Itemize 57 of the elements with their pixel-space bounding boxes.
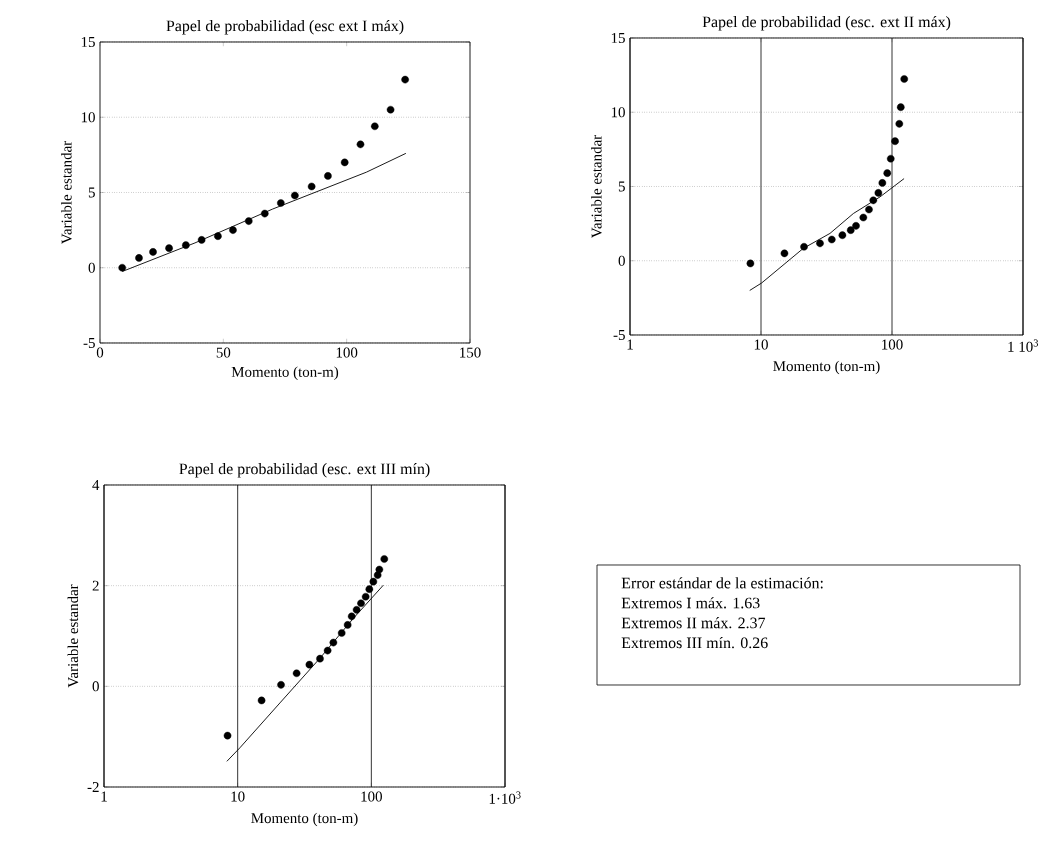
- point: [197, 236, 206, 244]
- point: [244, 217, 253, 225]
- x-tick-label: 1: [101, 791, 107, 802]
- y-tick-label: 0: [88, 262, 95, 273]
- y-axis-title: Variable estandar: [67, 584, 79, 688]
- y-tick-label: 4: [92, 480, 100, 490]
- y-tick-label: 15: [611, 32, 625, 43]
- y-tick-label: 10: [81, 112, 95, 123]
- point: [260, 209, 269, 218]
- point: [229, 226, 237, 234]
- point: [277, 199, 285, 207]
- point: [401, 75, 409, 84]
- x-tick-label: 100: [336, 347, 358, 358]
- point: [324, 172, 332, 180]
- y-tick-label: 5: [88, 187, 95, 198]
- x-tick-label: 10: [231, 791, 245, 802]
- point: [356, 140, 365, 149]
- text: Extremos III mín. 0.26: [621, 636, 768, 649]
- y-tick-label: 15: [81, 36, 95, 47]
- y-tick-label: -5: [613, 330, 625, 340]
- y-tick-label: -5: [83, 338, 95, 348]
- x-axis-title: Momento (ton-m): [773, 360, 880, 375]
- text: Extremos I máx. 1.63: [621, 597, 760, 609]
- y-tick-label: 0: [618, 255, 625, 266]
- x-axis-title: Momento (ton-m): [231, 366, 339, 380]
- y-tick-label: 10: [611, 107, 625, 118]
- chart-title: Papel de probabilidad (esc ext I máx): [166, 20, 404, 35]
- x-tick-label: 10: [754, 339, 768, 350]
- x-tick-label: 1·10$^{3}$: [489, 791, 521, 804]
- y-axis-title: Variable estandar: [591, 134, 602, 238]
- point: [149, 248, 157, 256]
- x-tick-label: 50: [216, 347, 231, 358]
- y-tick-label: 2: [92, 580, 99, 591]
- point: [371, 122, 379, 131]
- x-tick-label: 100: [882, 339, 903, 350]
- point: [182, 241, 190, 249]
- y-tick-label: 5: [618, 181, 625, 192]
- x-axis-title: Momento (ton-m): [251, 812, 358, 827]
- text: Extremos II máx. 2.37: [621, 617, 766, 629]
- point: [291, 191, 299, 200]
- y-tick-label: -2: [87, 782, 99, 792]
- x-tick-label: 1 10$^{3}$: [1008, 339, 1039, 352]
- point: [386, 105, 395, 114]
- point: [165, 244, 173, 252]
- point: [340, 158, 349, 167]
- point: [307, 182, 316, 191]
- x-tick-label: 1: [627, 339, 633, 350]
- text: Error estándar de la estimación:: [621, 577, 823, 589]
- y-tick-label: 0: [92, 681, 99, 692]
- x-tick-label: 100: [361, 791, 382, 802]
- x-tick-label: 150: [460, 347, 481, 358]
- chart-title: Papel de probabilidad (esc. ext III mín): [179, 463, 430, 478]
- point: [135, 254, 143, 262]
- point: [214, 232, 222, 240]
- y-axis-title: Variable estandar: [61, 140, 72, 244]
- point: [118, 263, 126, 272]
- chart-title: Papel de probabilidad (esc. ext II máx): [702, 16, 951, 31]
